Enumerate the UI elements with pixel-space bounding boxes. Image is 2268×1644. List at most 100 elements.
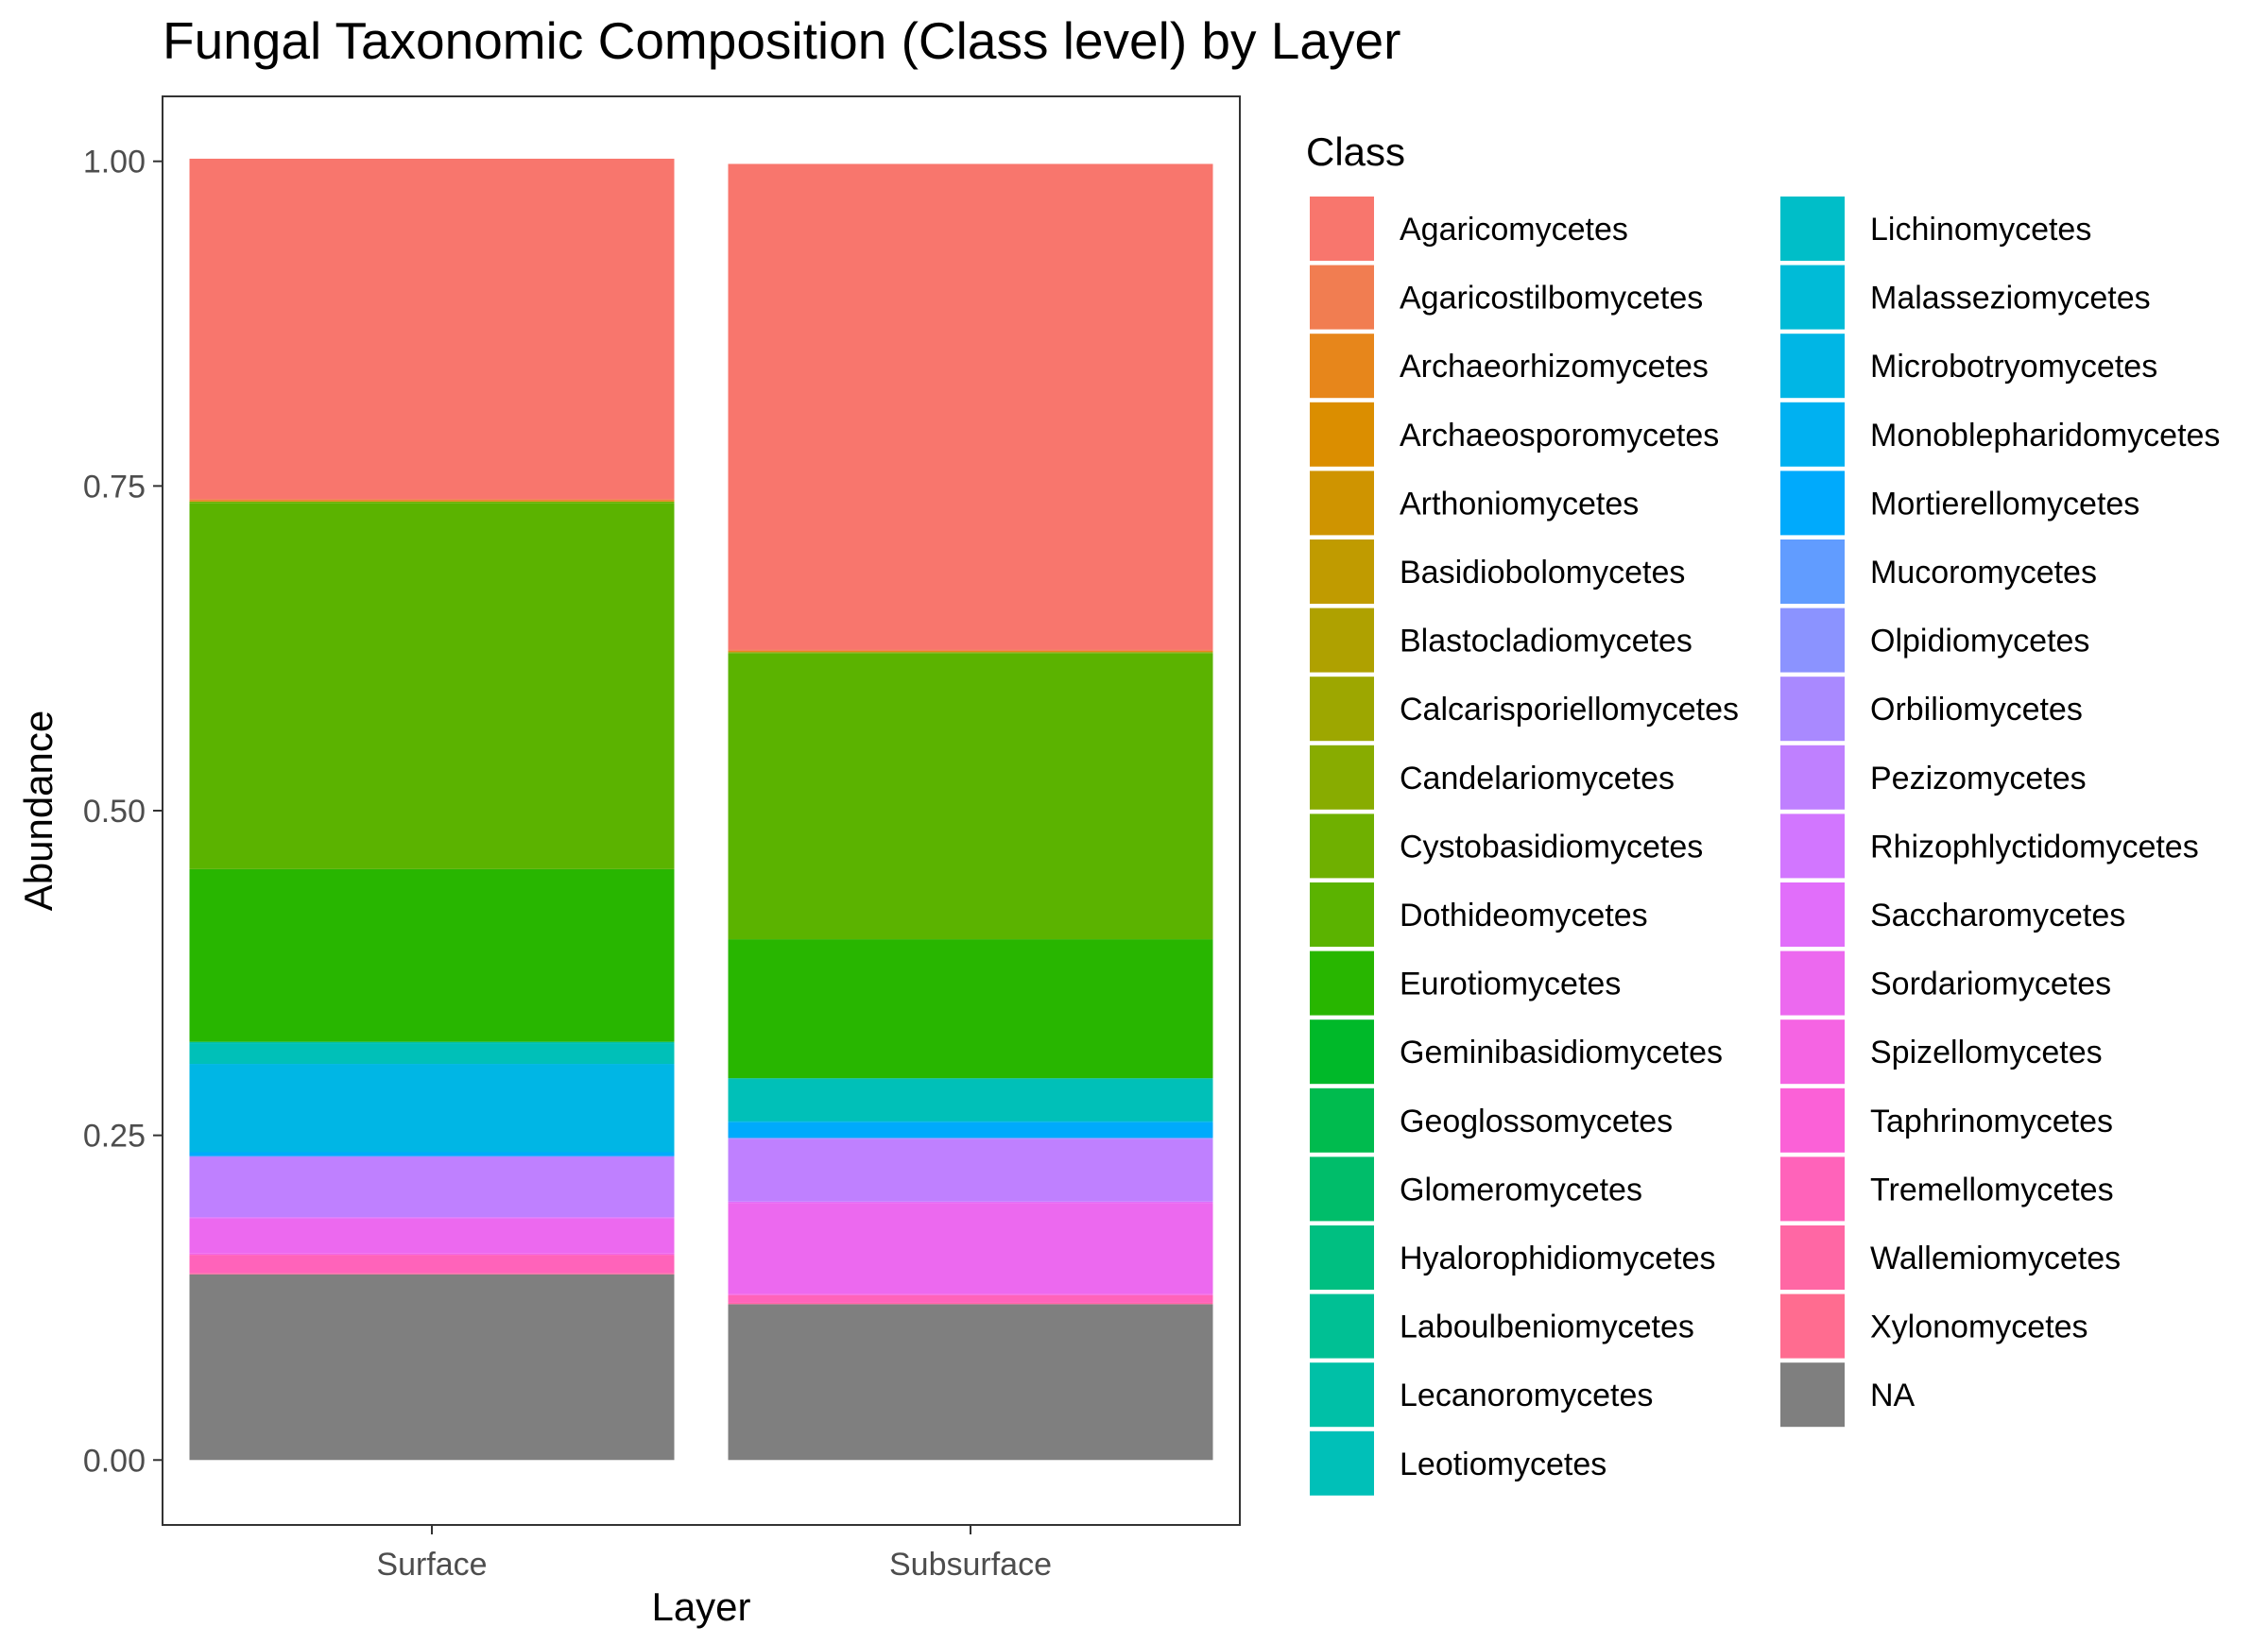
- bar-segment: [728, 1294, 1213, 1303]
- legend-item: Rhizophlyctidomycetes: [1780, 813, 2199, 879]
- legend-swatch: [1310, 197, 1374, 261]
- legend-swatch: [1310, 334, 1374, 399]
- legend-label: Blastocladiomycetes: [1400, 624, 1692, 659]
- y-tick-label: 0.75: [83, 469, 146, 505]
- bar-segment: [728, 1138, 1213, 1139]
- bar-segment: [189, 1157, 675, 1218]
- legend: Class Agaricomycetes Agaricostilbomycetes…: [1306, 129, 2220, 1496]
- legend-label: Mucoromycetes: [1870, 555, 2097, 591]
- legend-swatch: [1780, 882, 1845, 947]
- legend-item: Olpidiomycetes: [1780, 608, 2089, 673]
- legend-label: Eurotiomycetes: [1400, 967, 1621, 1002]
- bar-segment: [189, 1043, 675, 1065]
- legend-item: Basidiobolomycetes: [1310, 539, 1685, 604]
- bar-segment: [728, 1201, 1213, 1204]
- legend-label: Orbiliomycetes: [1870, 692, 2083, 728]
- legend-swatch: [1780, 1362, 1845, 1428]
- legend-swatch: [1780, 1019, 1845, 1085]
- legend-swatch: [1310, 1019, 1374, 1085]
- bar-segment: [728, 652, 1213, 654]
- legend-swatch: [1780, 745, 1845, 810]
- bar-segment: [728, 939, 1213, 1079]
- bar-segment: [189, 1064, 675, 1153]
- bar-segment: [728, 1302, 1213, 1305]
- legend-swatch: [1310, 745, 1374, 810]
- legend-label: NA: [1870, 1378, 1916, 1413]
- legend-label: Archaeosporomycetes: [1400, 418, 1719, 454]
- legend-item: Orbiliomycetes: [1780, 676, 2083, 742]
- legend-item: Saccharomycetes: [1780, 882, 2125, 947]
- legend-swatch: [1310, 265, 1374, 330]
- legend-swatch: [1780, 402, 1845, 467]
- legend-swatch: [1780, 471, 1845, 536]
- bar-segment: [728, 1139, 1213, 1202]
- legend-swatch: [1780, 1087, 1845, 1153]
- legend-item: Geminibasidiomycetes: [1310, 1019, 1723, 1085]
- legend-title: Class: [1306, 129, 1405, 174]
- legend-label: Xylonomycetes: [1870, 1310, 2088, 1345]
- bar-segment: [728, 163, 1213, 650]
- legend-label: Candelariomycetes: [1400, 761, 1675, 796]
- bar-segment: [189, 158, 675, 500]
- legend-item: Dothideomycetes: [1310, 882, 1648, 947]
- legend-label: Agaricostilbomycetes: [1400, 281, 1703, 317]
- legend-swatch: [1780, 1156, 1845, 1222]
- legend-swatch: [1310, 1293, 1374, 1359]
- legend-items: Agaricomycetes Agaricostilbomycetes Archae…: [1310, 197, 2220, 1496]
- legend-item: Cystobasidiomycetes: [1310, 813, 1703, 879]
- bar-segment: [189, 1255, 675, 1274]
- legend-label: Spizellomycetes: [1870, 1035, 2103, 1070]
- y-tick-label: 0.25: [83, 1119, 146, 1155]
- legend-swatch: [1310, 608, 1374, 673]
- bar-segment: [728, 1122, 1213, 1139]
- legend-item: Lecanoromycetes: [1310, 1362, 1653, 1428]
- legend-item: Candelariomycetes: [1310, 745, 1675, 810]
- x-axis: Surface Subsurface: [376, 1525, 1052, 1583]
- legend-swatch: [1780, 334, 1845, 399]
- legend-item: Monoblepharidomycetes: [1780, 402, 2220, 467]
- bar-segment: [728, 1079, 1213, 1122]
- bar-segment: [189, 1217, 675, 1219]
- legend-swatch: [1780, 950, 1845, 1016]
- legend-label: Archaeorhizomycetes: [1400, 349, 1709, 385]
- y-tick-label: 1.00: [83, 145, 146, 180]
- legend-label: Calcarisporiellomycetes: [1400, 692, 1739, 728]
- legend-item: Geoglossomycetes: [1310, 1087, 1673, 1153]
- legend-label: Tremellomycetes: [1870, 1172, 2114, 1207]
- x-axis-title: Layer: [651, 1584, 750, 1629]
- legend-label: Agaricomycetes: [1400, 212, 1628, 248]
- bar-segment: [728, 650, 1213, 653]
- legend-swatch: [1310, 539, 1374, 604]
- legend-item: NA: [1780, 1362, 1916, 1428]
- legend-item: Archaeosporomycetes: [1310, 402, 1719, 467]
- legend-item: Agaricomycetes: [1310, 197, 1628, 261]
- legend-label: Geoglossomycetes: [1400, 1104, 1673, 1139]
- legend-label: Hyalorophidiomycetes: [1400, 1241, 1716, 1276]
- legend-item: Tremellomycetes: [1780, 1156, 2114, 1222]
- y-tick-label: 0.00: [83, 1443, 146, 1479]
- bar-segment: [728, 653, 1213, 940]
- legend-item: Leotiomycetes: [1310, 1430, 1606, 1496]
- bar-segment: [189, 1156, 675, 1158]
- legend-item: Lichinomycetes: [1780, 197, 2091, 261]
- legend-label: Lecanoromycetes: [1400, 1378, 1653, 1413]
- legend-label: Wallemiomycetes: [1870, 1241, 2121, 1276]
- legend-item: Pezizomycetes: [1780, 745, 2087, 810]
- legend-label: Basidiobolomycetes: [1400, 555, 1685, 591]
- bar-segment: [189, 501, 675, 504]
- y-axis: 0.00 0.25 0.50 0.75 1.00: [83, 145, 163, 1479]
- bar-segment: [728, 649, 1213, 651]
- legend-item: Sordariomycetes: [1780, 950, 2111, 1016]
- legend-swatch: [1310, 1430, 1374, 1496]
- y-tick-label: 0.50: [83, 794, 146, 830]
- legend-item: Calcarisporiellomycetes: [1310, 676, 1739, 742]
- legend-swatch: [1310, 402, 1374, 467]
- legend-label: Pezizomycetes: [1870, 761, 2087, 796]
- legend-swatch: [1310, 676, 1374, 742]
- legend-swatch: [1780, 265, 1845, 330]
- legend-swatch: [1780, 1293, 1845, 1359]
- bar-segment: [728, 1078, 1213, 1080]
- bar-segment: [189, 500, 675, 502]
- legend-swatch: [1780, 676, 1845, 742]
- legend-item: Mucoromycetes: [1780, 539, 2097, 604]
